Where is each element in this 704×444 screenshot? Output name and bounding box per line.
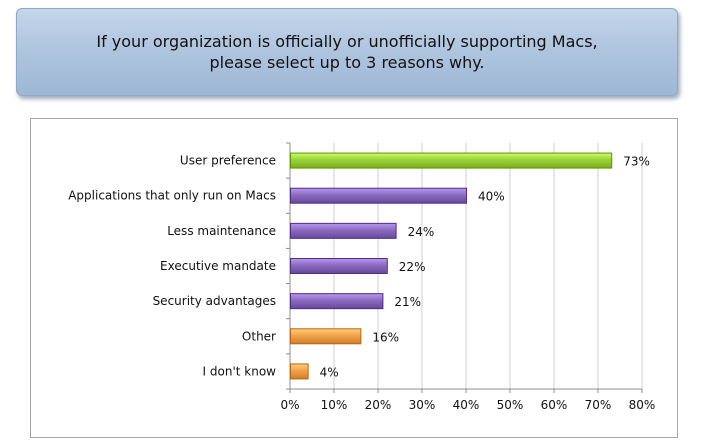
x-tick-label: 80% [629, 398, 656, 412]
bar [290, 328, 362, 345]
value-label: 40% [478, 190, 505, 204]
bar-chart: 0% 10% 20% 30% 40% 50% 60% 70% 80% User preferenc… [68, 142, 656, 412]
x-tick-label: 30% [409, 398, 436, 412]
category-label: Security advantages [153, 294, 276, 308]
bar [290, 187, 467, 204]
value-label: 16% [372, 330, 399, 344]
x-tick-label: 70% [585, 398, 612, 412]
category-label: Applications that only run on Macs [68, 189, 276, 203]
question-banner: If your organization is officially or un… [16, 8, 678, 96]
x-tick-label: 20% [365, 398, 392, 412]
chart-frame: 0% 10% 20% 30% 40% 50% 60% 70% 80% User preferenc… [30, 118, 678, 438]
x-tick-label: 10% [321, 398, 348, 412]
x-tick-label: 60% [541, 398, 568, 412]
value-label: 21% [394, 295, 421, 309]
x-tick-label: 40% [453, 398, 480, 412]
value-label: 24% [408, 225, 435, 239]
category-label: I don't know [203, 364, 277, 378]
x-tick-label: 0% [280, 398, 299, 412]
bar [290, 258, 388, 274]
question-title: If your organization is officially or un… [96, 32, 598, 72]
value-label: 4% [320, 365, 339, 379]
category-label: User preference [180, 154, 276, 168]
category-label: Other [242, 329, 276, 343]
bar [290, 152, 613, 169]
bar [290, 363, 309, 380]
value-label: 73% [623, 155, 650, 169]
bar [290, 222, 397, 239]
bar [290, 293, 384, 310]
x-tick-label: 50% [497, 398, 524, 412]
category-label: Executive mandate [160, 259, 276, 273]
value-label: 22% [399, 260, 426, 274]
category-label: Less maintenance [167, 224, 276, 238]
